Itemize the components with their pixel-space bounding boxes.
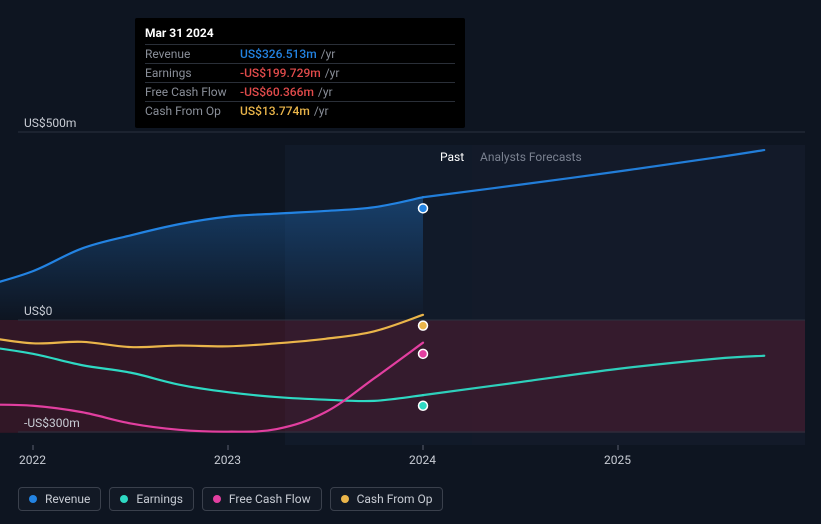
tooltip-row-label: Cash From Op <box>145 104 240 118</box>
tooltip-row-value: -US$199.729m <box>240 66 321 80</box>
tooltip-row-label: Revenue <box>145 47 240 61</box>
tooltip-row: Revenue US$326.513m /yr <box>145 44 455 63</box>
legend-dot-icon <box>29 495 37 503</box>
x-axis-label: 2023 <box>214 453 241 467</box>
y-axis-label: -US$300m <box>24 416 80 430</box>
legend-item-label: Free Cash Flow <box>229 492 311 506</box>
chart-tooltip: Mar 31 2024 Revenue US$326.513m /yr Earn… <box>135 18 465 128</box>
tooltip-row-unit: /yr <box>325 66 340 80</box>
tooltip-title: Mar 31 2024 <box>145 26 455 40</box>
financial-chart: US$500m US$0 -US$300m 2022 2023 2024 202… <box>0 0 821 524</box>
legend-item-label: Earnings <box>136 492 183 506</box>
legend-item-label: Cash From Op <box>357 492 433 506</box>
tooltip-row-value: US$326.513m <box>240 47 317 61</box>
tooltip-row-value: US$13.774m <box>240 104 310 118</box>
tooltip-row-unit: /yr <box>318 85 333 99</box>
legend-item-fcf[interactable]: Free Cash Flow <box>202 487 322 511</box>
section-label-past: Past <box>440 150 464 164</box>
legend-item-cfo[interactable]: Cash From Op <box>330 487 444 511</box>
x-axis-label: 2022 <box>19 453 46 467</box>
legend-dot-icon <box>120 495 128 503</box>
x-axis-label: 2025 <box>604 453 631 467</box>
tooltip-row-unit: /yr <box>321 47 336 61</box>
y-axis-label: US$0 <box>24 304 52 318</box>
tooltip-row: Cash From Op US$13.774m /yr <box>145 101 455 120</box>
tooltip-row: Earnings -US$199.729m /yr <box>145 63 455 82</box>
tooltip-row-label: Earnings <box>145 66 240 80</box>
y-axis-label: US$500m <box>24 116 76 130</box>
tooltip-row-unit: /yr <box>314 104 329 118</box>
legend-item-revenue[interactable]: Revenue <box>18 487 101 511</box>
legend-item-earnings[interactable]: Earnings <box>109 487 194 511</box>
section-label-forecast: Analysts Forecasts <box>480 150 582 164</box>
chart-legend: Revenue Earnings Free Cash Flow Cash Fro… <box>18 487 443 511</box>
legend-item-label: Revenue <box>45 492 90 506</box>
x-axis-label: 2024 <box>409 453 436 467</box>
tooltip-row-value: -US$60.366m <box>240 85 314 99</box>
tooltip-row: Free Cash Flow -US$60.366m /yr <box>145 82 455 101</box>
legend-dot-icon <box>341 495 349 503</box>
tooltip-row-label: Free Cash Flow <box>145 85 240 99</box>
legend-dot-icon <box>213 495 221 503</box>
